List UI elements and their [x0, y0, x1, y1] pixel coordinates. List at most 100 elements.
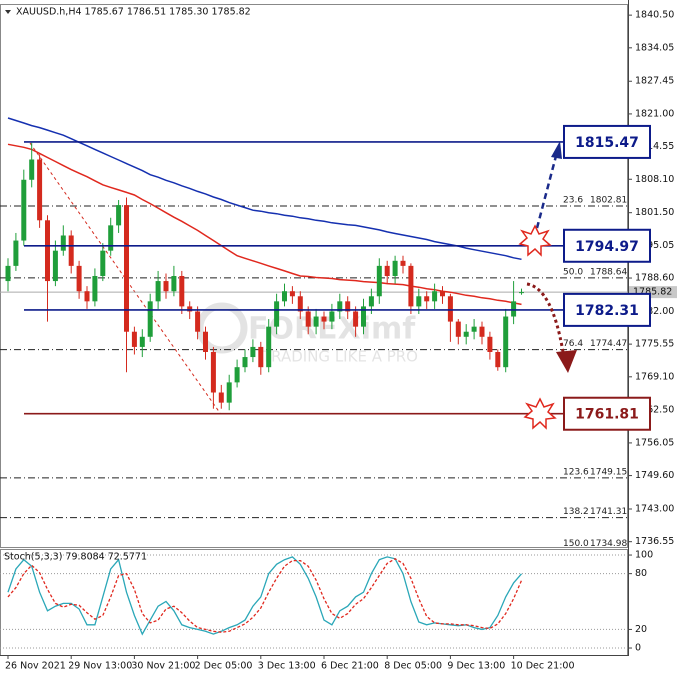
candle-body [218, 392, 224, 403]
candle-body [163, 281, 169, 292]
candle-body [424, 296, 430, 302]
candle-body [187, 306, 193, 312]
candle-body [45, 220, 50, 282]
candle-body [432, 291, 438, 302]
watermark-tagline: TRADING LIKE A PRO [261, 348, 418, 366]
y-tick-label: 1736.55 [635, 536, 674, 547]
fibo-price: 1802.81 [590, 196, 627, 206]
candle-body [321, 316, 327, 322]
candle-body [329, 311, 335, 322]
fibo-price: 1749.15 [590, 467, 627, 477]
fibo-level: 138.2 [563, 507, 589, 517]
y-tick-label: 1814.55 [635, 141, 674, 152]
y-tick-label: 1821.00 [635, 108, 674, 119]
stoch-title: Stoch(5,3,3) 79.8084 72.5771 [4, 552, 147, 563]
chart-title: XAUUSD.h,H4 1785.67 1786.51 1785.30 1785… [16, 7, 251, 18]
y-tick-label: 100 [635, 550, 653, 561]
candle-body [131, 331, 137, 347]
candle-body [337, 301, 343, 312]
x-tick-label: 2 Dec 05:00 [195, 661, 253, 672]
y-tick-label: 1834.05 [635, 42, 674, 53]
x-tick-label: 29 Nov 13:00 [68, 661, 132, 672]
candle-body [495, 351, 501, 368]
y-tick-label: 20 [635, 624, 647, 635]
candle-body [400, 260, 406, 266]
blue-arrow [535, 155, 558, 229]
y-tick-label: 1788.60 [635, 273, 674, 284]
candle-body [297, 296, 303, 312]
header-icon [5, 10, 11, 14]
candle-body [84, 291, 90, 302]
candle-body [289, 291, 295, 297]
candle-body [519, 292, 524, 294]
blue-arrowhead [551, 141, 562, 159]
header: XAUUSD.h,H4 1785.67 1786.51 1785.30 1785… [4, 7, 251, 563]
candle-body [21, 179, 27, 241]
candle-body [226, 382, 232, 403]
candle-body [108, 225, 114, 251]
candle-body [171, 276, 177, 292]
candle-body [5, 265, 11, 282]
y-tick-label: 1743.00 [635, 504, 674, 515]
starburst [523, 397, 557, 430]
x-tick-label: 6 Dec 21:00 [321, 661, 379, 672]
level-label: 1815.47 [575, 135, 639, 151]
y-tick-label: 0 [635, 643, 641, 654]
y-tick-label: 80 [635, 568, 647, 579]
candle-body [503, 316, 509, 368]
y-tick-label: 1827.45 [635, 76, 674, 87]
candle-body [353, 311, 359, 327]
price-layer [0, 117, 628, 519]
candle-body [455, 321, 461, 337]
level-box [563, 124, 651, 159]
y-tick-label: 1840.50 [635, 10, 674, 21]
candle-body [179, 276, 185, 307]
stoch-line [7, 558, 523, 633]
candle-body [376, 265, 382, 297]
y-tick-label: 1782.00 [635, 306, 674, 317]
candle-body [100, 250, 106, 277]
candle-body [471, 326, 477, 332]
x-tick-label: 10 Dec 21:00 [511, 661, 575, 672]
y-tick-label: 1795.05 [635, 240, 674, 251]
x-tick-label: 26 Nov 2021 [5, 661, 66, 672]
level-box [563, 292, 651, 327]
moving-average [7, 117, 522, 261]
x-tick-label: 8 Dec 05:00 [384, 661, 442, 672]
candle-body [37, 159, 43, 221]
fibo-level: 23.6 [563, 196, 583, 206]
x-tick-label: 3 Dec 13:00 [258, 661, 316, 672]
fibo-price: 1774.47 [590, 339, 627, 349]
y-tick-label: 1769.10 [635, 371, 674, 382]
candle-body [416, 296, 422, 307]
candle-body [282, 291, 287, 302]
candle-body [479, 326, 485, 337]
candle-body [487, 336, 493, 352]
candle-body [116, 205, 122, 226]
candle-body [258, 346, 264, 368]
moving-average [7, 143, 522, 306]
candle-body [361, 306, 366, 327]
candle-body [250, 346, 256, 358]
fibo-price: 1734.98 [590, 539, 627, 549]
candle-body [511, 301, 517, 317]
candle-body [234, 367, 240, 383]
fibo-level: 50.0 [563, 267, 583, 277]
y-tick-label: 1762.50 [635, 405, 674, 416]
candle-body [203, 331, 208, 352]
candle-body [408, 265, 414, 307]
y-tick-label: 1756.05 [635, 437, 674, 448]
candle-body [155, 281, 161, 302]
level-box [563, 396, 651, 431]
red-arrow [526, 282, 565, 353]
candle-body [345, 301, 351, 312]
x-tick-label: 9 Dec 13:00 [447, 661, 505, 672]
y-tick-label: 1749.60 [635, 470, 674, 481]
candle-body [440, 291, 445, 297]
level-label: 1761.81 [575, 407, 639, 423]
